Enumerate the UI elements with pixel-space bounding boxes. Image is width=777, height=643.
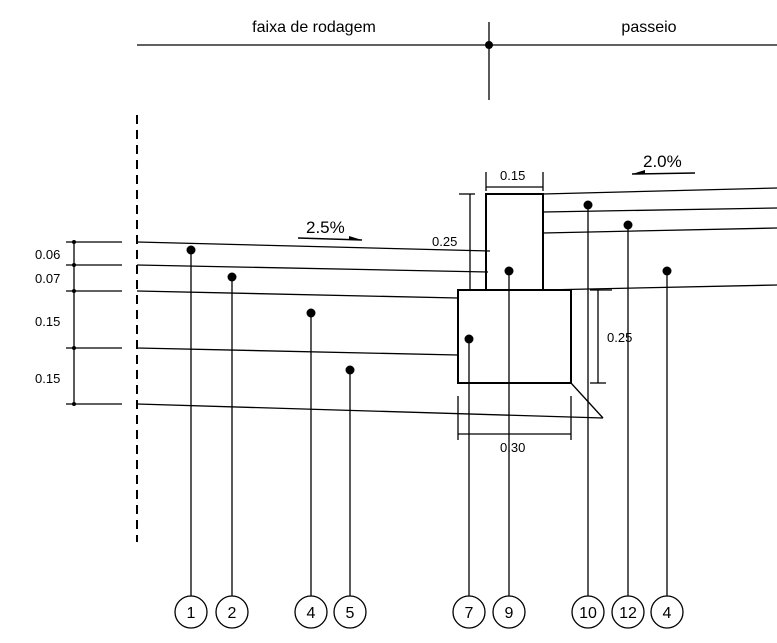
sidewalk-slope-label: 2.0% [643, 152, 682, 171]
curb-dimensions: 0.15 0.25 0.25 0.30 [432, 168, 632, 455]
leader-dot-9 [504, 266, 514, 276]
callout-circle [452, 595, 486, 629]
road-slope-annotation: 2.5% [297, 218, 363, 241]
leader-dot-5 [345, 365, 355, 375]
callout-number: 2 [228, 605, 237, 622]
dimension-node [72, 263, 76, 267]
callout-number: 4 [663, 605, 672, 622]
dimension-node [72, 346, 76, 350]
callout-number: 12 [619, 605, 637, 622]
road-lane-label: faixa de rodagem [252, 19, 376, 36]
road-slope-label: 2.5% [306, 218, 345, 237]
curb-assembly [457, 193, 604, 419]
leader-dot-4b [662, 266, 672, 276]
dimension-label-0-07: 0.07 [35, 271, 60, 286]
layer-line-3 [136, 290, 459, 299]
dimension-node [72, 402, 76, 406]
curb-top-width-label: 0.15 [500, 168, 525, 183]
callout-circle [294, 595, 328, 629]
layer-line-4 [136, 347, 459, 356]
sidewalk-line-surface [542, 187, 777, 195]
road-layers [136, 241, 604, 419]
callout-circle [611, 595, 645, 629]
curb-height-label: 0.25 [432, 234, 457, 249]
sidewalk-line-2 [542, 207, 777, 213]
dimension-label-0-15-a: 0.15 [35, 314, 60, 329]
leader-dot-7 [464, 334, 474, 344]
layer-line-2 [136, 264, 489, 273]
curb-stone [485, 193, 544, 291]
callout-circle [174, 595, 208, 629]
header-divider-node [485, 41, 493, 49]
callout-circle [492, 595, 526, 629]
dimension-node [72, 240, 76, 244]
leader-dot-12 [623, 220, 633, 230]
sidewalk-slope-annotation: 2.0% [631, 152, 696, 175]
callout-circle [571, 595, 605, 629]
leader-dot-1 [186, 245, 196, 255]
callout-number: 10 [579, 605, 597, 622]
callout-number: 5 [346, 605, 355, 622]
callout-circle [333, 595, 367, 629]
road-slope-arrow-icon [349, 236, 362, 240]
base-height-label: 0.25 [607, 330, 632, 345]
sidewalk-layers [542, 187, 777, 291]
callout-number: 1 [187, 605, 196, 622]
callout-number: 7 [465, 605, 474, 622]
callout-number: 4 [307, 605, 316, 622]
dimension-label-0-06: 0.06 [35, 247, 60, 262]
callout-circles: 1 2 4 5 7 9 10 12 4 [174, 595, 684, 629]
leader-dot-2 [227, 272, 237, 282]
sidewalk-line-bottom [542, 284, 777, 291]
left-dimension-chain: 0.06 0.07 0.15 0.15 [35, 240, 122, 406]
callout-number: 9 [505, 605, 514, 622]
dimension-label-0-15-b: 0.15 [35, 371, 60, 386]
layer-line-surface [136, 241, 491, 252]
leader-dot-10 [583, 200, 593, 210]
curb-base-block [457, 289, 572, 384]
base-width-label: 0.30 [500, 440, 525, 455]
callout-leaders [186, 200, 672, 596]
leader-dot-4 [306, 308, 316, 318]
callout-circle [650, 595, 684, 629]
header: faixa de rodagem passeio [137, 19, 777, 100]
layer-line-bottom [136, 403, 604, 419]
sidewalk-slope-arrow-icon [632, 170, 645, 174]
sidewalk-line-3 [542, 227, 777, 234]
sidewalk-label: passeio [621, 19, 676, 36]
base-chamfer-line [570, 382, 604, 419]
dimension-node [72, 289, 76, 293]
callout-circle [215, 595, 249, 629]
